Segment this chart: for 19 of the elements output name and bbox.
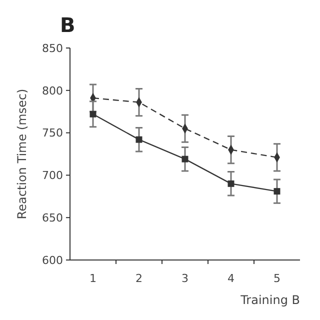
point xyxy=(274,188,280,195)
y-tick-label: 800 xyxy=(42,84,63,98)
point xyxy=(136,136,142,143)
x-tick-label: 4 xyxy=(228,272,234,285)
x-axis-title: Training B xyxy=(240,293,300,307)
y-tick-label: 650 xyxy=(42,211,63,224)
point xyxy=(228,180,234,187)
y-tick-label: 850 xyxy=(42,42,63,55)
chart-title: B xyxy=(60,13,76,37)
x-tick-label: 5 xyxy=(274,272,280,285)
x-tick-label: 1 xyxy=(90,272,96,285)
y-tick-label: 750 xyxy=(42,126,63,140)
point xyxy=(90,110,96,118)
y-axis-title: Reaction Time (msec) xyxy=(15,88,29,220)
x-tick-label: 2 xyxy=(136,272,142,285)
y-tick-label: 700 xyxy=(42,169,63,182)
point xyxy=(182,156,188,162)
x-tick-label: 3 xyxy=(182,272,188,285)
y-tick-label: 600 xyxy=(42,254,63,267)
